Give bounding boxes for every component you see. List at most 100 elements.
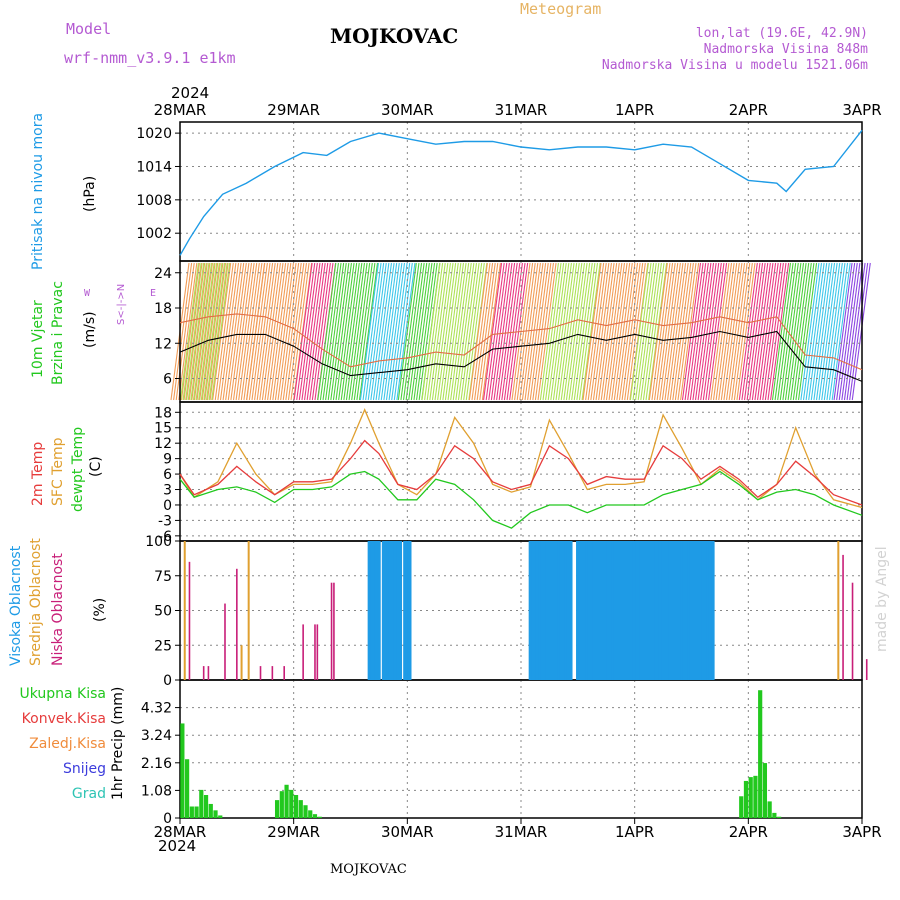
cloud-high-bar	[597, 541, 601, 680]
y-tick-label: 15	[154, 421, 172, 437]
cloud-high-bar	[564, 541, 568, 680]
y-tick-label: 18	[154, 405, 172, 421]
pressure-line	[179, 129, 863, 256]
wind-compass-e: E	[150, 288, 157, 299]
cloud-high-bar	[374, 541, 379, 680]
precip-bar	[753, 775, 758, 818]
x-tick-label-bottom: 29MAR	[267, 823, 320, 841]
cloud-high-bar	[377, 541, 381, 680]
cloud-high-bar	[386, 541, 391, 680]
precip-grad-label: Grad	[71, 786, 106, 802]
y-tick-label: 18	[154, 301, 172, 317]
cloud-high-bar	[606, 541, 611, 680]
y-tick-label: 1008	[136, 193, 172, 209]
cloud-high-bar	[533, 541, 538, 680]
cloud-high-bar	[396, 541, 400, 680]
cloud-high-bar	[554, 541, 559, 680]
cloud-high-bar	[549, 541, 554, 680]
lonlat-text: lon,lat (19.6E, 42.9N)	[695, 26, 868, 41]
elevation-text: Nadmorska Visina 848m	[703, 42, 868, 57]
cloud-high-bar	[381, 541, 386, 680]
cloud-high-bar	[367, 541, 372, 680]
precip-bar	[758, 690, 763, 818]
y-tick-label: 1020	[136, 126, 172, 142]
y-tick-label: 3.24	[141, 728, 172, 744]
precip-bar	[762, 763, 768, 818]
year-top: 2024	[171, 84, 210, 102]
x-tick-label-top: 29MAR	[267, 101, 320, 119]
cloud-low-bar	[314, 624, 316, 680]
cloud-high-bar	[592, 541, 597, 680]
cloud-high-bar	[604, 541, 609, 680]
cloud-mid-bar	[240, 645, 243, 680]
x-tick-label-top: 31MAR	[495, 101, 548, 119]
cloud-mid-bar	[183, 541, 186, 680]
precip-bar	[293, 795, 299, 818]
cloud-high-bar	[407, 541, 412, 680]
cloud-high-bar	[566, 541, 571, 680]
x-tick-label-bottom: 2APR	[729, 823, 768, 841]
cloud-high-bar	[623, 541, 627, 680]
footer-station: MOJKOVAC	[330, 862, 407, 877]
precip-bar	[772, 812, 777, 818]
cloud-high-bar	[535, 541, 540, 680]
cloud-high-bar	[699, 541, 703, 680]
temp-sfc-line	[179, 408, 863, 509]
precip-snow-label: Snijeg	[62, 761, 106, 777]
cloud-low-bar	[330, 582, 333, 680]
y-tick-label: 24	[154, 266, 172, 282]
cloud-high-bar	[711, 541, 715, 680]
y-tick-label: -6	[158, 529, 172, 545]
model-label: Model	[66, 20, 112, 38]
y-tick-label: 1014	[136, 159, 172, 175]
cloud-high-bar	[658, 541, 663, 680]
precip-bar	[743, 780, 749, 818]
cloud-low-bar	[188, 561, 191, 680]
x-tick-label-bottom: 31MAR	[495, 823, 548, 841]
cloud-high-bar	[583, 541, 587, 680]
cloud-high-bar	[642, 541, 646, 680]
cloud-low-bar	[283, 666, 285, 680]
y-tick-label: 50	[154, 604, 172, 620]
y-tick-label: 0	[163, 498, 172, 514]
cloud-low-bar	[207, 666, 210, 680]
cloud-high-bar	[708, 541, 713, 680]
cloud-low-bar	[236, 568, 238, 680]
cloud-high-bar	[538, 541, 542, 680]
cloud-high-bar	[370, 541, 374, 680]
cloud-high-bar	[372, 541, 376, 680]
year-bottom: 2024	[158, 837, 197, 855]
cloud-high-bar	[405, 541, 410, 680]
cloud-low-bar	[302, 624, 304, 680]
precip-bar	[199, 789, 204, 818]
cloud-high-bar	[528, 541, 533, 680]
cloud-high-bar	[613, 541, 618, 680]
cloud-high-bar	[611, 541, 616, 680]
y-tick-label: 12	[154, 436, 172, 452]
cloud-high-bar	[590, 541, 594, 680]
cloud-high-bar	[682, 541, 687, 680]
temp-2m-line	[179, 439, 863, 506]
cloud-high-bar	[637, 541, 642, 680]
precip-bar	[208, 803, 213, 818]
precip-bar	[185, 759, 190, 818]
cloud-low-bar	[333, 582, 335, 680]
cloud-high-bar	[687, 541, 691, 680]
cloud-high-bar	[680, 541, 684, 680]
cloud-low-bar	[259, 666, 262, 680]
y-tick-label: 75	[154, 569, 172, 585]
precip-bar	[274, 800, 280, 818]
cloud-high-bar	[661, 541, 665, 680]
x-tick-label-top: 30MAR	[381, 101, 434, 119]
cloud-high-bar	[557, 541, 561, 680]
cloud-high-bar	[630, 541, 635, 680]
cloud-high-bar	[578, 541, 583, 680]
cloud-low-bar	[224, 603, 226, 680]
cloud-high-bar	[677, 541, 682, 680]
cloud-high-bar	[628, 541, 632, 680]
y-tick-label: 12	[154, 336, 172, 352]
station-title: MOJKOVAC	[330, 24, 459, 48]
x-tick-label-bottom: 1APR	[615, 823, 654, 841]
wind-barb-field	[170, 262, 871, 401]
